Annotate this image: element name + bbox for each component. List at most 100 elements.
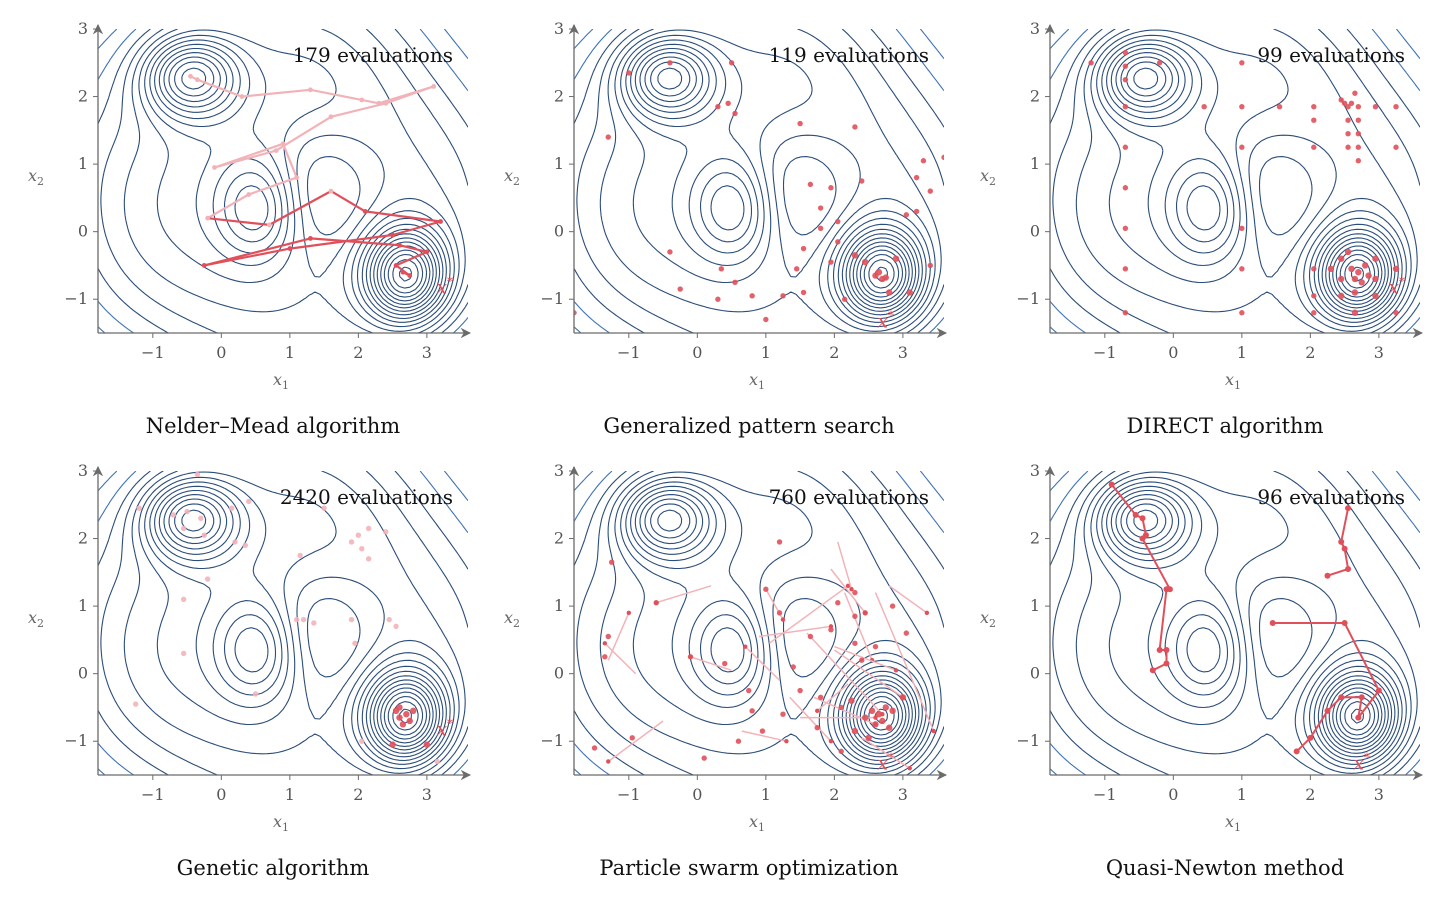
evaluation-point: [605, 633, 611, 640]
evaluation-point: [608, 559, 615, 565]
contour-level: [614, 471, 936, 774]
trajectory-segment: [395, 250, 428, 267]
evaluation-point: [180, 596, 187, 603]
evaluation-point: [136, 505, 142, 511]
particle-position: [606, 759, 611, 764]
evaluation-point: [814, 725, 820, 731]
evaluation-point: [1365, 272, 1372, 279]
evaluation-point: [903, 630, 910, 636]
evaluation-point: [838, 704, 844, 711]
evaluation-point: [1345, 103, 1351, 110]
y-tick-label: 1: [78, 596, 88, 615]
contour-level: [163, 494, 441, 754]
evaluation-point: [862, 714, 869, 721]
evaluation-point: [626, 70, 632, 76]
axes: −1 0 1 2 3 −1 0 1 2 3 x1 x2: [504, 461, 948, 834]
evaluation-point: [927, 262, 933, 269]
evaluation-point: [759, 728, 766, 734]
evaluation-point: [1307, 734, 1314, 741]
evaluation-point: [862, 610, 868, 616]
y-axis-label: x2: [28, 166, 44, 188]
contour-level: [383, 691, 428, 740]
panel-caption: Particle swarm optimization: [599, 856, 898, 880]
evaluation-point: [201, 263, 207, 268]
evaluation-point: [1239, 310, 1245, 316]
trajectory-segment: [248, 176, 298, 196]
particle-position: [893, 668, 899, 673]
evaluation-point: [872, 643, 879, 650]
evaluations-label: 179 evaluations: [293, 43, 453, 67]
evaluation-point: [776, 539, 783, 545]
evaluation-point: [1393, 144, 1399, 150]
evaluation-point: [868, 707, 876, 715]
particle-velocity: [837, 541, 853, 590]
trajectory-segment: [241, 88, 311, 98]
evaluation-point: [746, 687, 752, 694]
contour-level: [634, 489, 920, 758]
contour-level: [1110, 489, 1396, 758]
evaluation-point: [1122, 225, 1129, 231]
evaluation-point: [1345, 144, 1351, 150]
evaluation-point: [780, 711, 786, 717]
x-tick-label: 2: [1305, 785, 1315, 804]
x-tick-label: 3: [898, 785, 908, 804]
trajectory-segment: [399, 244, 428, 253]
quasi-newton-path: [1327, 507, 1350, 577]
evaluations-label: 96 evaluations: [1257, 485, 1405, 509]
evaluation-point: [355, 532, 362, 538]
evaluation-point: [180, 650, 187, 657]
evaluation-point: [1372, 275, 1379, 283]
evaluation-point: [1311, 293, 1317, 299]
contour-level: [1050, 29, 1420, 333]
contour-level: [1115, 494, 1393, 754]
evaluation-point: [204, 576, 211, 582]
particle-velocity: [874, 592, 935, 732]
evaluation-point: [1122, 266, 1129, 272]
y-tick-label: −1: [1016, 289, 1040, 308]
contour-level: [1096, 34, 1407, 328]
y-tick-label: 2: [1030, 87, 1040, 106]
x-tick-label: 2: [1305, 343, 1315, 362]
evaluation-point: [749, 708, 755, 714]
evaluation-point: [629, 735, 635, 741]
evaluation-point: [389, 741, 396, 748]
minimum-label: x*: [877, 309, 894, 333]
contour-level: [625, 39, 927, 323]
contour-level: [1133, 67, 1383, 302]
particle-velocity: [655, 585, 712, 604]
evaluation-point: [797, 120, 803, 127]
contour-level: [1115, 52, 1393, 312]
x-tick-label: 1: [761, 343, 771, 362]
trajectory-segment: [197, 78, 243, 98]
evaluation-point: [1355, 103, 1362, 110]
trajectory-segment: [275, 115, 332, 152]
evaluation-point: [1392, 265, 1400, 273]
particle-position: [743, 644, 748, 649]
evaluation-point: [885, 289, 893, 296]
evaluation-point: [198, 515, 204, 521]
evaluation-point: [406, 717, 413, 725]
contour-level: [1106, 43, 1399, 320]
contour-level: [144, 476, 455, 770]
contour-level: [1339, 253, 1376, 294]
y-tick-label: 0: [78, 222, 88, 241]
contour-level: [98, 29, 468, 333]
evaluation-point: [1269, 620, 1276, 626]
evaluation-point: [1375, 687, 1382, 694]
evaluation-point: [246, 498, 252, 505]
evaluation-point: [807, 181, 814, 188]
x-tick-label: −1: [1093, 343, 1117, 362]
trajectory-segment: [330, 102, 387, 118]
contour-level: [98, 471, 468, 775]
evaluation-point: [212, 165, 217, 170]
evaluation-point: [872, 721, 879, 728]
trajectory-overlay: [591, 539, 936, 771]
panel-direct: −1 0 1 2 3 −1 0 1 2 3 x1 x2 99 evaluations x* DIREC…: [980, 19, 1424, 438]
evaluation-point: [1139, 515, 1146, 522]
evaluations-label: 119 evaluations: [769, 43, 929, 67]
contour-level: [1052, 471, 1420, 775]
y-tick-label: 3: [78, 19, 88, 38]
evaluation-point: [393, 263, 399, 268]
x-tick-label: 3: [1374, 785, 1384, 804]
trajectory-segment: [203, 237, 311, 267]
